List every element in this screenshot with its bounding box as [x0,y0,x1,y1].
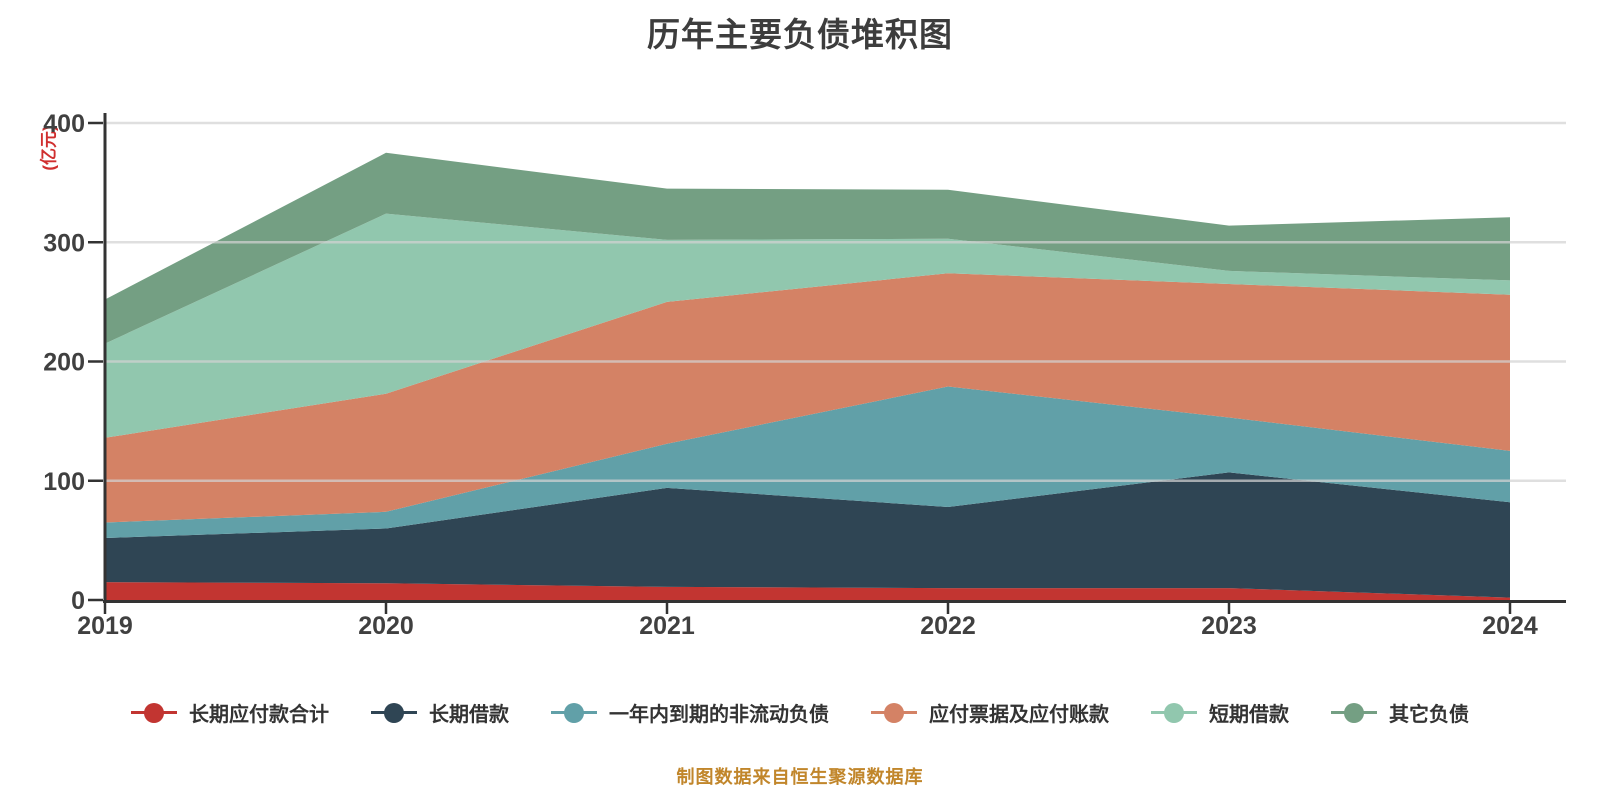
legend-label: 一年内到期的非流动负债 [609,704,829,726]
y-tick-label: 0 [71,587,85,615]
x-tick-label: 2024 [1482,612,1538,640]
legend-item-4[interactable]: 短期借款 [1151,698,1289,727]
legend-line-dot-icon [1331,701,1377,725]
area-series-5 [105,152,1510,344]
x-tick-label: 2020 [358,612,414,640]
legend-item-2[interactable]: 一年内到期的非流动负债 [551,698,829,727]
area-series-2 [105,386,1510,538]
legend-label: 长期应付款合计 [189,704,329,726]
area-series-0 [105,582,1510,600]
area-series-4 [105,213,1510,438]
y-tick-label: 400 [43,110,85,138]
x-tick-label: 2022 [920,612,976,640]
y-tick-label: 200 [43,349,85,377]
area-series-1 [105,472,1510,598]
legend-item-5[interactable]: 其它负债 [1331,698,1469,727]
legend-label: 应付票据及应付账款 [929,704,1109,726]
legend-line-dot-icon [371,701,417,725]
x-tick-label: 2023 [1201,612,1257,640]
legend-line-dot-icon [871,701,917,725]
x-tick-label: 2019 [77,612,133,640]
chart-legend: 长期应付款合计 长期借款 一年内到期的非流动负债 应付票据及应付账款 短期借款 其它负债 [0,698,1600,727]
legend-line-dot-icon [131,701,177,725]
y-tick-label: 300 [43,229,85,257]
legend-item-3[interactable]: 应付票据及应付账款 [871,698,1109,727]
legend-item-0[interactable]: 长期应付款合计 [131,698,329,727]
legend-label: 其它负债 [1389,704,1469,726]
legend-line-dot-icon [551,701,597,725]
legend-line-dot-icon [1151,701,1197,725]
legend-label: 长期借款 [429,704,509,726]
legend-item-1[interactable]: 长期借款 [371,698,509,727]
y-tick-label: 100 [43,468,85,496]
x-tick-label: 2021 [639,612,695,640]
page-title: 历年主要负债堆积图 [647,16,953,53]
legend-label: 短期借款 [1209,704,1289,726]
data-source-note: 制图数据来自恒生聚源数据库 [676,767,924,787]
area-series-3 [105,273,1510,523]
